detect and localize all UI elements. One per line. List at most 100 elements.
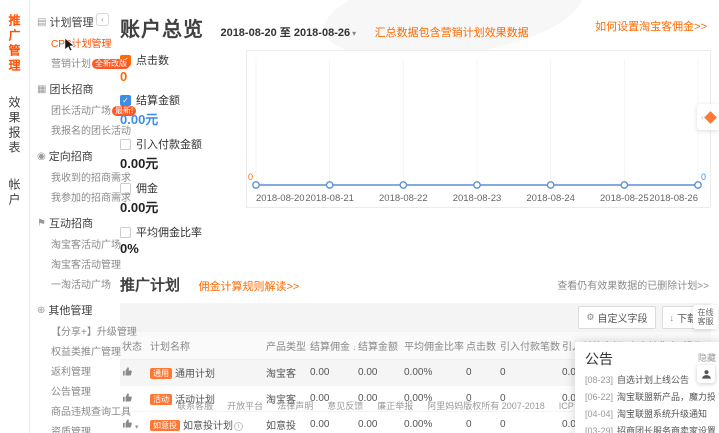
data-point[interactable] (325, 181, 334, 189)
cell: 0.00 (356, 359, 402, 386)
contact-button[interactable] (697, 365, 715, 383)
data-point[interactable] (694, 181, 702, 189)
announcement-item-3[interactable]: [03-29]招商团长服务商卖家设置教程 (585, 424, 715, 433)
sidebar-section-title[interactable]: ▦ 团长招商 (37, 83, 94, 97)
trend-chart: 2018-08-20 2018-08-21 2018-08-22 2018-08-23… (246, 50, 711, 208)
footer-link-2[interactable]: 法律声明 (277, 401, 314, 411)
sidebar-section-title[interactable]: ⊕ 其他管理 (37, 304, 93, 318)
new-badge: 全新改版 (92, 59, 130, 69)
plan-name[interactable]: 如意投计划 (183, 421, 233, 432)
cell: 0.00 (308, 385, 356, 412)
metric-checkbox[interactable] (120, 226, 131, 238)
flag-icon: ⚑ (37, 217, 46, 229)
column-header-4[interactable]: 结算金额 ↓ (356, 332, 402, 360)
person-icon (701, 369, 711, 379)
data-point[interactable] (252, 181, 260, 189)
sidebar-item[interactable]: 一淘活动广场 (51, 280, 111, 291)
sidebar-item[interactable]: 公告管理 (51, 387, 91, 398)
cell: 0.00% (402, 411, 464, 433)
commission-rule-link[interactable]: 佣金计算规则解读>> (198, 281, 300, 293)
sidebar-item[interactable]: 我报名的团长活动 (51, 126, 131, 137)
metric-3: 佣金 0.00元 (120, 180, 246, 216)
thumb-up-icon[interactable] (122, 366, 133, 380)
data-point[interactable] (620, 181, 629, 189)
cell: 0 (498, 359, 560, 386)
sort-icon[interactable]: ↓ (398, 343, 402, 352)
sidebar-section-title[interactable]: ⚑ 互动招商 (37, 217, 93, 231)
cell: 淘宝客 (264, 359, 308, 386)
sidebar-item[interactable]: 权益类推广管理 (51, 347, 121, 358)
plan-icon: ▤ (37, 16, 47, 28)
rail-tab-0[interactable]: 推广管理 (7, 14, 21, 74)
thumb-up-icon[interactable] (122, 418, 133, 432)
announcement-title: 公告 (585, 351, 613, 367)
cell: 0 (464, 359, 498, 386)
sidebar-item[interactable]: 淘宝客活动广场 (51, 240, 121, 251)
column-header-7[interactable]: 引入付款笔数 ↓ (498, 332, 560, 360)
column-header-3[interactable]: 结算佣金 ↓i (308, 332, 356, 360)
sidebar-section-2: ◉ 定向招商我收到的招商需求 我参加的招商需求 (37, 148, 131, 205)
sidebar-collapse-button[interactable]: ‹ (96, 13, 109, 26)
chevron-down-icon[interactable]: ▾ (135, 423, 139, 431)
announcement-item-2[interactable]: [04-04] 淘宝联盟系统升级通知 (585, 407, 715, 420)
sidebar-item[interactable]: 营销计划 全新改版 (51, 55, 130, 70)
sidebar-item[interactable]: 【分享+】升级管理 (51, 327, 137, 338)
sidebar-item[interactable]: CPS计划管理 (51, 39, 112, 50)
left-nav-rail: 推广管理效果报表帐户 (0, 0, 30, 433)
sidebar-item[interactable]: 团长活动广场 最新! (51, 102, 137, 117)
cell: 0.00% (402, 359, 464, 386)
plan-type-badge: 通用 (150, 368, 172, 379)
left-axis-tick: 0 (248, 172, 253, 182)
cell: 0 (464, 385, 498, 412)
footer-link-0[interactable]: 联系客服 (177, 401, 214, 411)
metric-value: 0 (120, 69, 128, 84)
plan-name[interactable]: 活动计划 (175, 395, 215, 406)
x-tick-label: 2018-08-23 (453, 193, 502, 204)
sort-icon[interactable]: ↓ (350, 343, 356, 352)
date-range-picker[interactable]: 2018-08-20 至 2018-08-26 ▾ (220, 27, 356, 39)
column-header-6[interactable]: 点击数 ↓ (464, 332, 498, 360)
sidebar-item[interactable]: 我收到的招商需求 (51, 173, 131, 184)
metric-label: 引入付款金额 (136, 139, 202, 151)
announcement-list: [08-23]自选计划上线公告 [06-22]淘宝联盟新产品，魔力投上线啦... [… (585, 373, 715, 433)
sidebar-item[interactable]: 资质管理 (51, 427, 91, 433)
rail-tab-2[interactable]: 帐户 (7, 178, 21, 208)
column-header-5[interactable]: 平均佣金比率 ↓i (402, 332, 464, 360)
announcement-hide-link[interactable]: 隐藏 (697, 353, 716, 363)
diamond-icon (703, 110, 717, 124)
sidebar-item[interactable]: 商品违规查询工具 (51, 407, 131, 418)
x-tick-label: 2018-08-25 (600, 193, 649, 204)
sidebar-item[interactable]: 返利管理 (51, 367, 91, 378)
custom-fields-button[interactable]: ⚙ 自定义字段 (578, 306, 656, 329)
online-service-label: 在线客服 (697, 308, 714, 326)
info-icon[interactable]: i (234, 422, 243, 431)
thumb-up-icon[interactable] (122, 392, 133, 406)
commission-help-link[interactable]: 如何设置淘宝客佣金>> (595, 21, 707, 33)
announcement-item-0[interactable]: [08-23] 自选计划上线公告 (585, 373, 715, 386)
data-point[interactable] (473, 181, 481, 189)
feedback-widget[interactable]: ‹ (697, 104, 719, 130)
footer-link-1[interactable]: 开放平台 (227, 401, 264, 411)
sidebar-section-title[interactable]: ▤ 计划管理 (37, 16, 94, 30)
online-service-widget[interactable]: 在线客服 (693, 305, 718, 329)
cell: 如意投 (264, 411, 308, 433)
plan-name[interactable]: 通用计划 (175, 369, 215, 380)
sort-icon[interactable]: ↓ (496, 343, 498, 352)
data-point[interactable] (546, 181, 555, 189)
footer-link-4[interactable]: 廉正举报 (377, 401, 414, 411)
x-tick-label: 2018-08-22 (379, 193, 428, 204)
metric-checkbox[interactable] (120, 182, 131, 194)
rail-tab-1[interactable]: 效果报表 (7, 96, 21, 156)
data-point[interactable] (399, 181, 408, 189)
sidebar-item[interactable]: 淘宝客活动管理 (51, 260, 121, 271)
metric-checkbox[interactable]: ✓ (120, 94, 131, 106)
metric-label: 点击数 (136, 55, 169, 67)
sidebar-item[interactable]: 我参加的招商需求 (51, 193, 131, 204)
metric-checkbox[interactable] (120, 138, 131, 150)
new-badge: 最新! (112, 106, 137, 116)
announcement-item-1[interactable]: [06-22]淘宝联盟新产品，魔力投上线啦... (585, 390, 715, 403)
metric-2: 引入付款金额 0.00元 (120, 136, 246, 172)
sidebar-section-title[interactable]: ◉ 定向招商 (37, 150, 93, 164)
footer-link-3[interactable]: 意见反馈 (327, 401, 364, 411)
deleted-plans-link[interactable]: 查看仍有效果数据的已删除计划>> (557, 281, 709, 292)
